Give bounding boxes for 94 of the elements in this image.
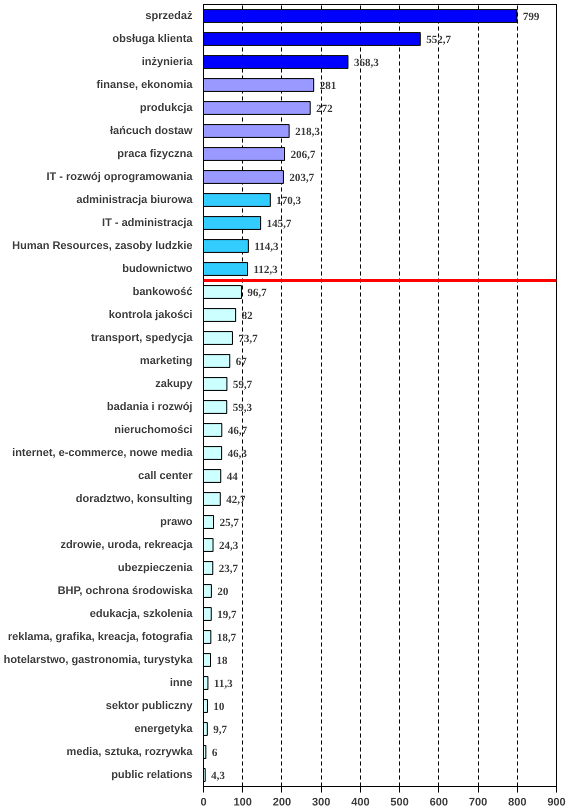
data-label: 25,7 — [220, 517, 240, 529]
y-tick-label: nieruchomości — [114, 424, 193, 436]
data-label: 19,7 — [217, 609, 237, 621]
bar — [204, 538, 214, 552]
y-tick-label: praca fizyczna — [117, 148, 194, 160]
data-label: 170,3 — [276, 195, 302, 207]
y-tick-label: transport, spedycja — [91, 332, 194, 344]
y-tick-label: kontrola jakości — [108, 309, 193, 321]
bar — [204, 515, 214, 529]
data-label: 82 — [242, 310, 254, 322]
y-tick-label: IT - rozwój oprogramowania — [46, 171, 194, 183]
x-tick-label: 400 — [351, 796, 370, 808]
y-tick-label: IT - administracja — [102, 217, 194, 229]
y-tick-label: edukacja, szkolenia — [90, 608, 194, 620]
data-label: 145,7 — [266, 218, 292, 230]
data-label: 18 — [216, 655, 228, 667]
bar — [204, 446, 222, 460]
x-tick-label: 600 — [430, 796, 448, 808]
data-label: 206,7 — [290, 149, 316, 161]
x-tick-label: 500 — [390, 796, 409, 808]
data-label: 59,3 — [232, 402, 253, 414]
y-tick-label: obsługa klienta — [112, 33, 194, 45]
data-label: 368,3 — [354, 57, 380, 69]
y-tick-label: energetyka — [134, 723, 194, 735]
data-label: 114,3 — [254, 241, 279, 253]
y-tick-label: łańcuch dostaw — [110, 125, 193, 137]
data-label: 18,7 — [216, 632, 237, 644]
bar — [204, 423, 222, 437]
data-label: 23,7 — [218, 563, 239, 575]
data-label: 42,7 — [226, 494, 246, 506]
data-label: 272 — [316, 103, 334, 115]
bar — [204, 492, 221, 506]
data-label: 67 — [236, 356, 248, 368]
data-label: 4,3 — [211, 770, 226, 782]
bar — [204, 561, 214, 575]
y-tick-label: call center — [138, 470, 194, 482]
y-tick-label: public relations — [111, 769, 193, 781]
bar — [204, 653, 212, 667]
x-tick-label: 800 — [508, 796, 526, 808]
data-label: 46,3 — [228, 448, 248, 460]
data-label: 6 — [212, 747, 218, 759]
data-label: 281 — [320, 80, 336, 92]
y-tick-label: ubezpieczenia — [118, 562, 194, 574]
x-tick-label: 700 — [468, 796, 488, 808]
data-label: 24,3 — [219, 540, 239, 552]
data-label: 218,3 — [295, 126, 320, 138]
data-label: 9,7 — [213, 724, 228, 736]
data-label: 20 — [217, 586, 229, 598]
y-tick-label: internet, e-commerce, nowe media — [12, 447, 194, 459]
data-label: 44 — [226, 471, 238, 483]
y-tick-label: media, sztuka, rozrywka — [66, 746, 194, 758]
y-tick-label: sektor publiczny — [106, 700, 194, 712]
y-tick-label: sprzedaż — [145, 10, 193, 22]
x-tick-label: 200 — [272, 796, 292, 808]
y-tick-label: hotelarstwo, gastronomia, turystyka — [4, 654, 194, 666]
y-tick-label: finanse, ekonomia — [96, 79, 194, 91]
x-tick-label: 300 — [312, 796, 330, 808]
y-tick-label: inne — [170, 677, 193, 689]
data-label: 203,7 — [289, 172, 315, 184]
bar — [204, 308, 236, 322]
data-label: 799 — [522, 11, 540, 23]
bar — [204, 630, 212, 644]
data-label: 96,7 — [247, 287, 268, 299]
bar — [204, 331, 233, 345]
y-tick-label: produkcja — [140, 102, 194, 114]
x-tick-label: 0 — [200, 796, 207, 808]
data-label: 10 — [213, 701, 225, 713]
data-label: 112,3 — [254, 264, 278, 276]
bar — [204, 607, 212, 621]
y-tick-label: marketing — [140, 355, 193, 367]
data-label: 11,3 — [214, 678, 234, 690]
y-tick-label: doradztwo, konsulting — [76, 493, 193, 505]
bar — [204, 377, 228, 391]
bar — [204, 584, 212, 598]
y-tick-label: zdrowie, uroda, rekreacja — [60, 539, 194, 551]
y-tick-label: budownictwo — [122, 263, 193, 275]
y-tick-label: zakupy — [155, 378, 194, 390]
bar — [204, 400, 228, 414]
y-tick-label: bankowość — [132, 286, 192, 298]
data-label: 73,7 — [238, 333, 258, 345]
y-tick-label: administracja biurowa — [76, 194, 194, 206]
bar — [204, 354, 230, 368]
x-tick-label: 900 — [547, 796, 566, 808]
y-tick-label: inżynieria — [142, 56, 194, 68]
data-label: 552,7 — [426, 34, 452, 46]
data-label: 46,7 — [228, 425, 248, 437]
y-tick-label: badania i rozwój — [106, 401, 193, 413]
y-tick-label: prawo — [160, 516, 193, 528]
y-tick-label: reklama, grafika, kreacja, fotografia — [8, 631, 194, 643]
bar — [204, 469, 222, 483]
y-tick-label: BHP, ochrona środowiska — [58, 585, 194, 597]
x-tick-label: 100 — [234, 796, 252, 808]
data-label: 59,7 — [232, 379, 253, 391]
y-tick-label: Human Resources, zasoby ludzkie — [12, 240, 193, 252]
